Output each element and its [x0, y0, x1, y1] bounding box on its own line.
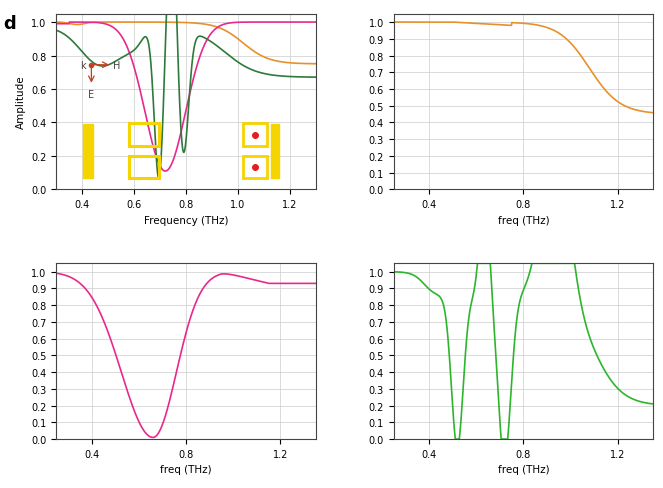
X-axis label: Frequency (THz): Frequency (THz): [144, 215, 228, 225]
Text: E: E: [88, 90, 94, 100]
X-axis label: freq (THz): freq (THz): [497, 465, 549, 474]
X-axis label: freq (THz): freq (THz): [497, 215, 549, 225]
Y-axis label: Amplitude: Amplitude: [16, 76, 26, 129]
X-axis label: freq (THz): freq (THz): [160, 465, 212, 474]
Text: d: d: [3, 15, 16, 33]
Text: H: H: [113, 61, 121, 71]
Text: k: k: [81, 61, 86, 71]
